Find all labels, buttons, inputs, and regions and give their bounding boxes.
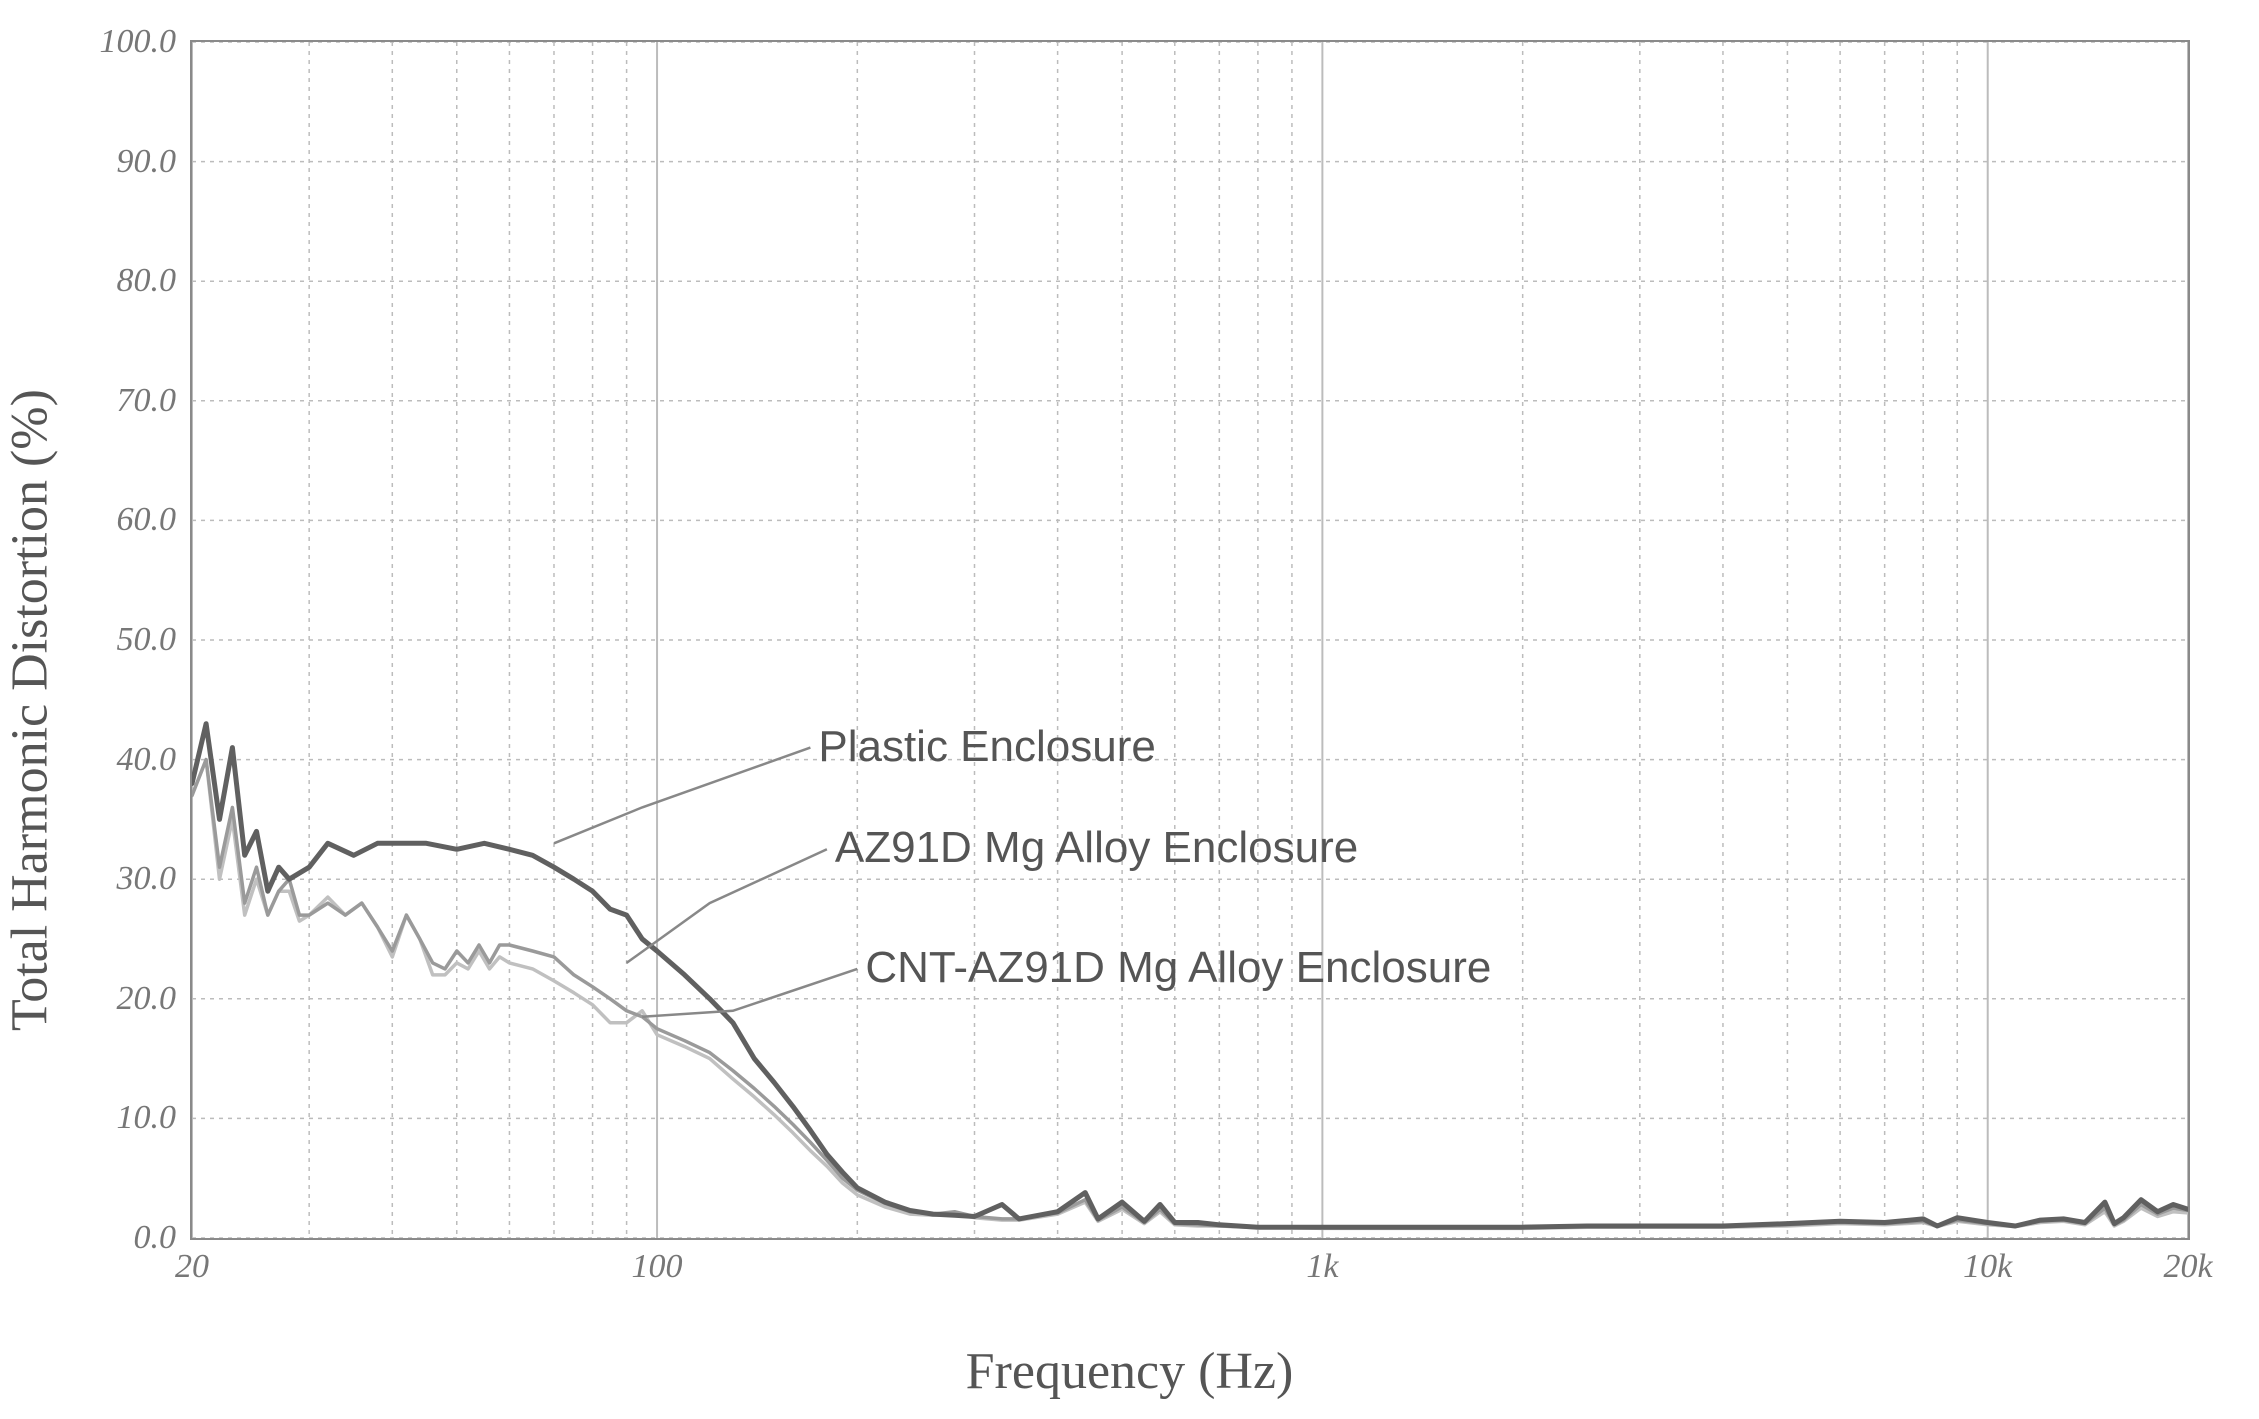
y-tick-label: 80.0: [117, 262, 193, 300]
y-tick-label: 20.0: [117, 980, 193, 1018]
x-axis-title: Frequency (Hz): [966, 1342, 1294, 1401]
y-tick-label: 10.0: [117, 1099, 193, 1137]
series-annotation: CNT-AZ91D Mg Alloy Enclosure: [865, 943, 1491, 993]
y-tick-label: 100.0: [100, 23, 193, 61]
x-tick-label: 20: [175, 1238, 209, 1286]
x-tick-label: 20k: [2163, 1238, 2212, 1286]
plot-area: 0.010.020.030.040.050.060.070.080.090.01…: [190, 40, 2190, 1240]
y-tick-label: 70.0: [117, 382, 193, 420]
x-tick-label: 10k: [1963, 1238, 2012, 1286]
y-tick-label: 90.0: [117, 143, 193, 181]
x-tick-label: 100: [632, 1238, 683, 1286]
series-annotation: AZ91D Mg Alloy Enclosure: [835, 823, 1358, 873]
thd-chart: Total Harmonic Distortion (%) Frequency …: [0, 0, 2259, 1419]
x-tick-label: 1k: [1306, 1238, 1338, 1286]
series-annotation: Plastic Enclosure: [818, 722, 1155, 772]
y-tick-label: 40.0: [117, 741, 193, 779]
y-tick-label: 30.0: [117, 860, 193, 898]
y-tick-label: 60.0: [117, 501, 193, 539]
y-axis-title: Total Harmonic Distortion (%): [1, 389, 60, 1031]
y-tick-label: 50.0: [117, 621, 193, 659]
